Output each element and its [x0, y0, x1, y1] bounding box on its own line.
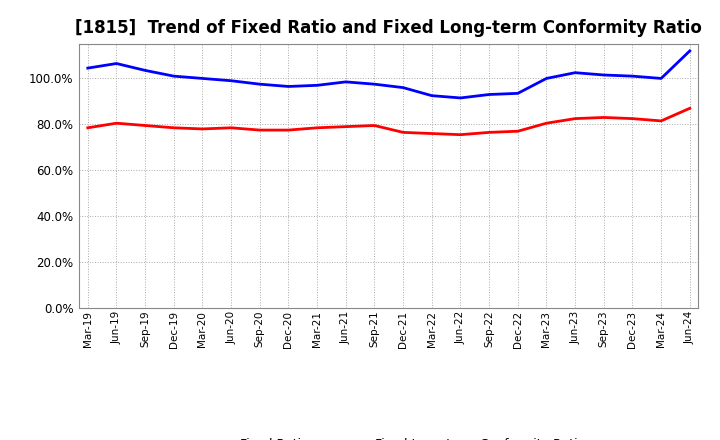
Fixed Long-term Conformity Ratio — [198, 126, 207, 132]
Fixed Ratio — [112, 61, 121, 66]
Fixed Long-term Conformity Ratio — [513, 128, 522, 134]
Fixed Ratio — [542, 76, 551, 81]
Fixed Ratio — [428, 93, 436, 98]
Fixed Long-term Conformity Ratio — [456, 132, 465, 137]
Fixed Ratio — [198, 76, 207, 81]
Fixed Long-term Conformity Ratio — [571, 116, 580, 121]
Title: [1815]  Trend of Fixed Ratio and Fixed Long-term Conformity Ratio: [1815] Trend of Fixed Ratio and Fixed Lo… — [76, 19, 702, 37]
Fixed Ratio — [485, 92, 493, 97]
Fixed Ratio — [571, 70, 580, 75]
Line: Fixed Ratio: Fixed Ratio — [88, 51, 690, 98]
Fixed Long-term Conformity Ratio — [112, 121, 121, 126]
Fixed Long-term Conformity Ratio — [84, 125, 92, 130]
Fixed Ratio — [341, 79, 350, 84]
Fixed Long-term Conformity Ratio — [312, 125, 321, 130]
Fixed Long-term Conformity Ratio — [141, 123, 150, 128]
Fixed Long-term Conformity Ratio — [169, 125, 178, 130]
Fixed Long-term Conformity Ratio — [428, 131, 436, 136]
Fixed Ratio — [685, 48, 694, 54]
Fixed Long-term Conformity Ratio — [628, 116, 636, 121]
Fixed Long-term Conformity Ratio — [370, 123, 379, 128]
Fixed Long-term Conformity Ratio — [485, 130, 493, 135]
Fixed Ratio — [284, 84, 293, 89]
Fixed Ratio — [513, 91, 522, 96]
Fixed Long-term Conformity Ratio — [685, 106, 694, 111]
Fixed Ratio — [169, 73, 178, 79]
Fixed Ratio — [600, 72, 608, 77]
Fixed Ratio — [312, 83, 321, 88]
Line: Fixed Long-term Conformity Ratio: Fixed Long-term Conformity Ratio — [88, 108, 690, 135]
Fixed Long-term Conformity Ratio — [399, 130, 408, 135]
Fixed Ratio — [456, 95, 465, 101]
Fixed Ratio — [256, 81, 264, 87]
Fixed Long-term Conformity Ratio — [256, 128, 264, 133]
Fixed Long-term Conformity Ratio — [284, 128, 293, 133]
Fixed Ratio — [399, 85, 408, 90]
Fixed Ratio — [84, 66, 92, 71]
Fixed Long-term Conformity Ratio — [657, 118, 665, 124]
Fixed Long-term Conformity Ratio — [542, 121, 551, 126]
Fixed Ratio — [370, 81, 379, 87]
Fixed Ratio — [628, 73, 636, 79]
Fixed Long-term Conformity Ratio — [227, 125, 235, 130]
Fixed Long-term Conformity Ratio — [600, 115, 608, 120]
Fixed Ratio — [227, 78, 235, 83]
Fixed Ratio — [141, 68, 150, 73]
Fixed Ratio — [657, 76, 665, 81]
Legend: Fixed Ratio, Fixed Long-term Conformity Ratio: Fixed Ratio, Fixed Long-term Conformity … — [187, 433, 590, 440]
Fixed Long-term Conformity Ratio — [341, 124, 350, 129]
